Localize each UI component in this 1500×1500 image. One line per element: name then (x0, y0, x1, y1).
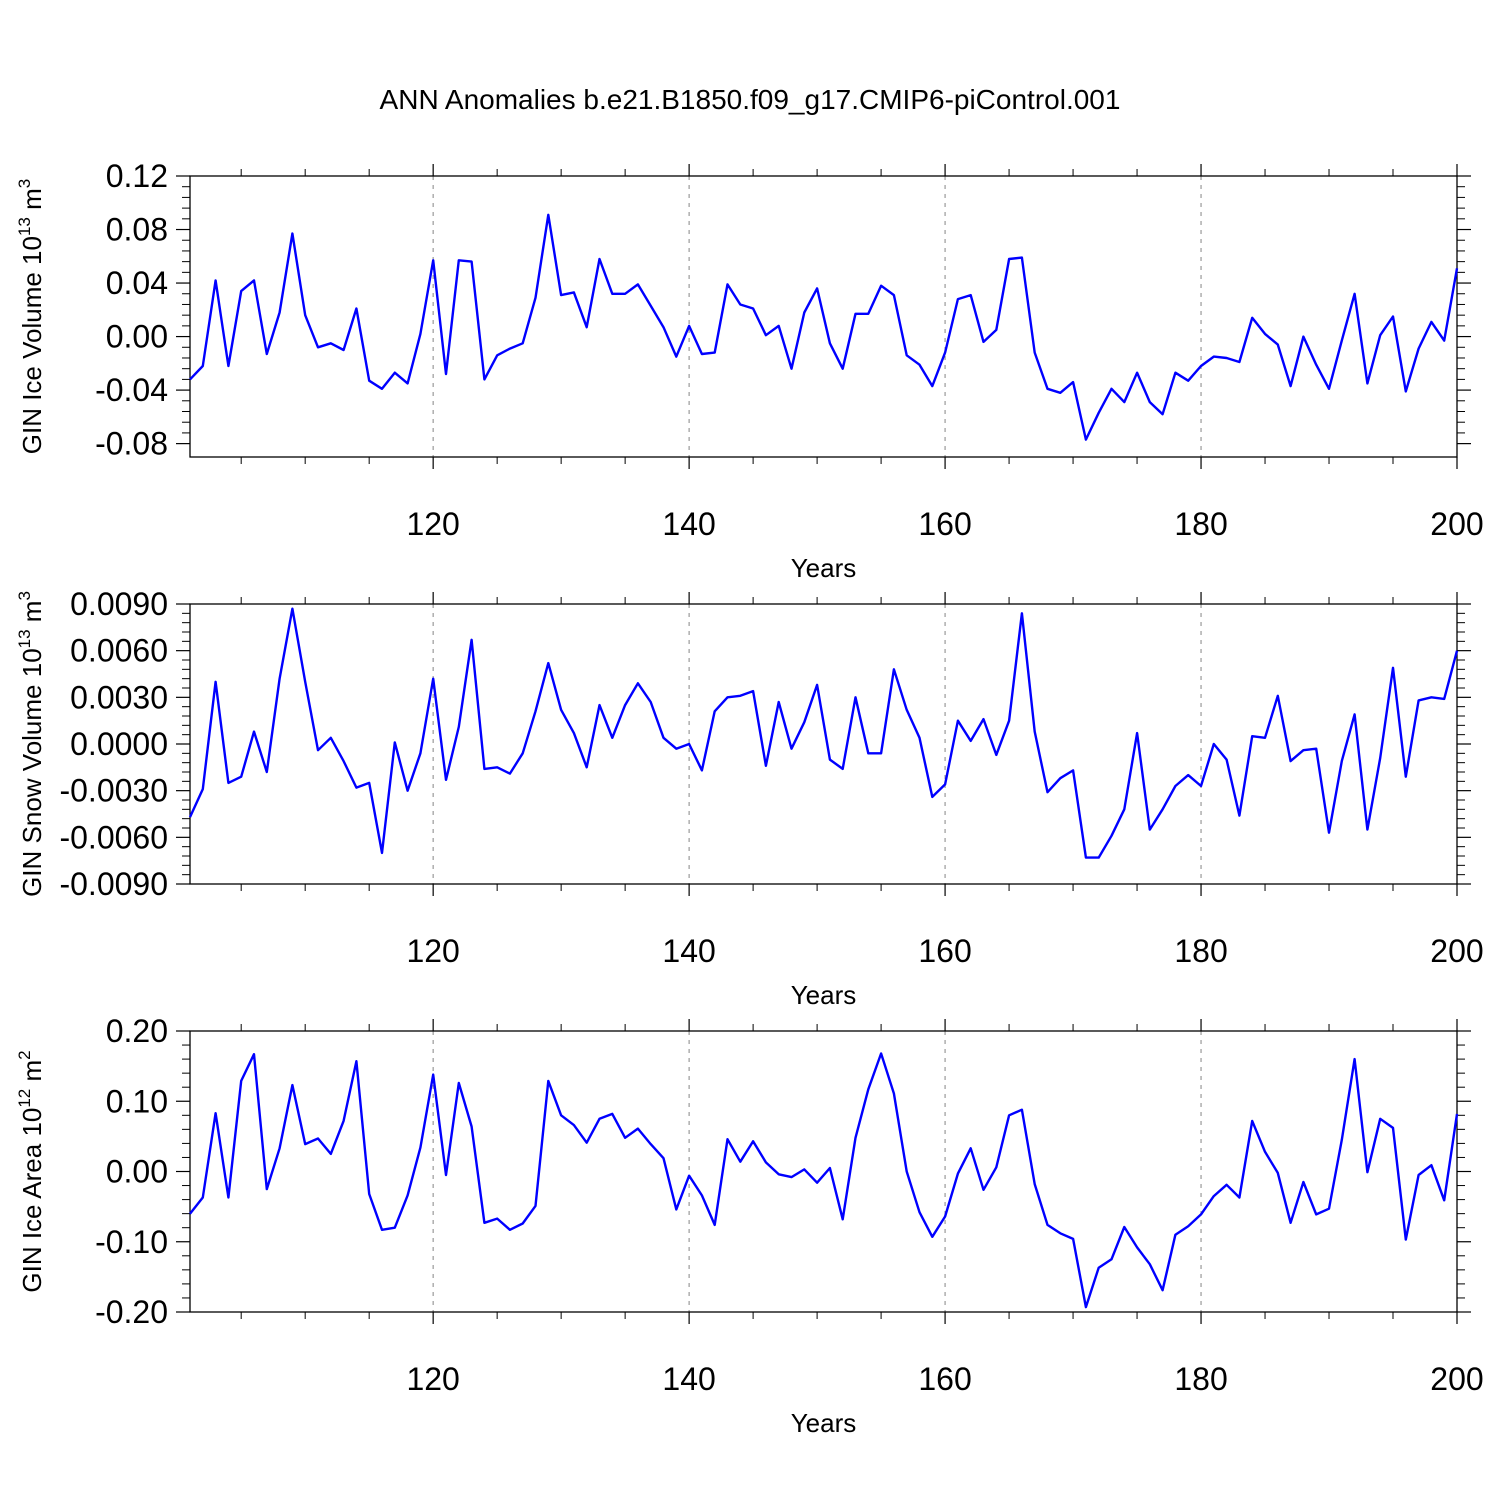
x-tick-label: 180 (1174, 933, 1227, 969)
y-axis-label-part: 3 (15, 591, 34, 600)
x-tick-label: 160 (918, 506, 971, 542)
series-line (189, 1052, 1459, 1309)
x-tick-label: 180 (1174, 1361, 1227, 1397)
x-axis-label: Years (791, 980, 857, 1010)
y-tick-label: -0.0090 (59, 866, 168, 902)
y-tick-label: -0.08 (95, 426, 168, 462)
x-tick-label: 200 (1430, 1361, 1483, 1397)
y-tick-label: 0.20 (106, 1013, 168, 1049)
y-tick-label: 0.0060 (70, 633, 168, 669)
x-tick-label: 200 (1430, 933, 1483, 969)
series-line (188, 607, 1459, 859)
y-tick-label: 0.04 (106, 265, 168, 301)
y-axis-label-part: m (17, 1060, 47, 1089)
x-axis-label: Years (791, 553, 857, 583)
panel-2: 120 140 160 180 200 -0.0090 -0.0060 -0.0030 0.00… (15, 586, 1484, 1010)
y-tick-label: 0.00 (106, 319, 168, 355)
y-axis-label-part: m (17, 188, 47, 217)
y-tick-label: -0.10 (95, 1224, 168, 1260)
y-tick-label: 0.08 (106, 212, 168, 248)
y-tick-label: -0.0030 (59, 773, 168, 809)
x-tick-label: 160 (918, 1361, 971, 1397)
y-tick-label: -0.0060 (59, 819, 168, 855)
x-tick-label: 140 (662, 1361, 715, 1397)
y-tick-label: 0.00 (106, 1154, 168, 1190)
x-tick-label: 160 (918, 933, 971, 969)
y-axis-label: GIN Ice Area 1012 m2 (15, 1050, 47, 1292)
y-axis-label-part: 13 (15, 629, 34, 648)
y-axis-label-part: m (17, 601, 47, 630)
x-tick-label: 120 (406, 1361, 459, 1397)
x-tick-label: 200 (1430, 506, 1483, 542)
y-tick-label: 0.12 (106, 158, 168, 194)
y-axis-label-part: 3 (15, 179, 34, 188)
y-tick-label: 0.10 (106, 1083, 168, 1119)
x-tick-label: 140 (662, 506, 715, 542)
y-axis-label-part: GIN Snow Volume 10 (17, 648, 47, 897)
y-tick-label: 0.0030 (70, 679, 168, 715)
y-axis-label: GIN Snow Volume 1013 m3 (15, 591, 47, 897)
y-axis-label-part: 2 (15, 1050, 34, 1059)
y-axis-label-part: 13 (15, 217, 34, 236)
y-tick-label: 0.0090 (70, 586, 168, 622)
x-tick-label: 140 (662, 933, 715, 969)
panel-1: 120 140 160 180 200 -0.08 -0.04 0.00 0.04 0.08 0.1… (15, 158, 1484, 583)
y-tick-label: -0.04 (95, 372, 168, 408)
x-axis-label: Years (791, 1408, 857, 1438)
y-axis-label-part: GIN Ice Area 10 (17, 1108, 47, 1293)
y-tick-label: 0.0000 (70, 726, 168, 762)
y-axis-label: GIN Ice Volume 1013 m3 (15, 179, 47, 455)
panel-3: 120 140 160 180 200 -0.20 -0.10 0.00 0.10 0.20 Yea… (15, 1013, 1484, 1438)
y-axis-label-part: 12 (15, 1089, 34, 1108)
x-tick-label: 180 (1174, 506, 1227, 542)
y-tick-label: -0.20 (95, 1294, 168, 1330)
series-line (189, 213, 1459, 441)
y-axis-label-part: GIN Ice Volume 10 (17, 236, 47, 454)
x-tick-label: 120 (406, 933, 459, 969)
plot-frame (189, 1030, 1458, 1313)
plot-frame (189, 175, 1458, 458)
figure-title: ANN Anomalies b.e21.B1850.f09_g17.CMIP6-… (379, 84, 1121, 115)
x-tick-label: 120 (406, 506, 459, 542)
